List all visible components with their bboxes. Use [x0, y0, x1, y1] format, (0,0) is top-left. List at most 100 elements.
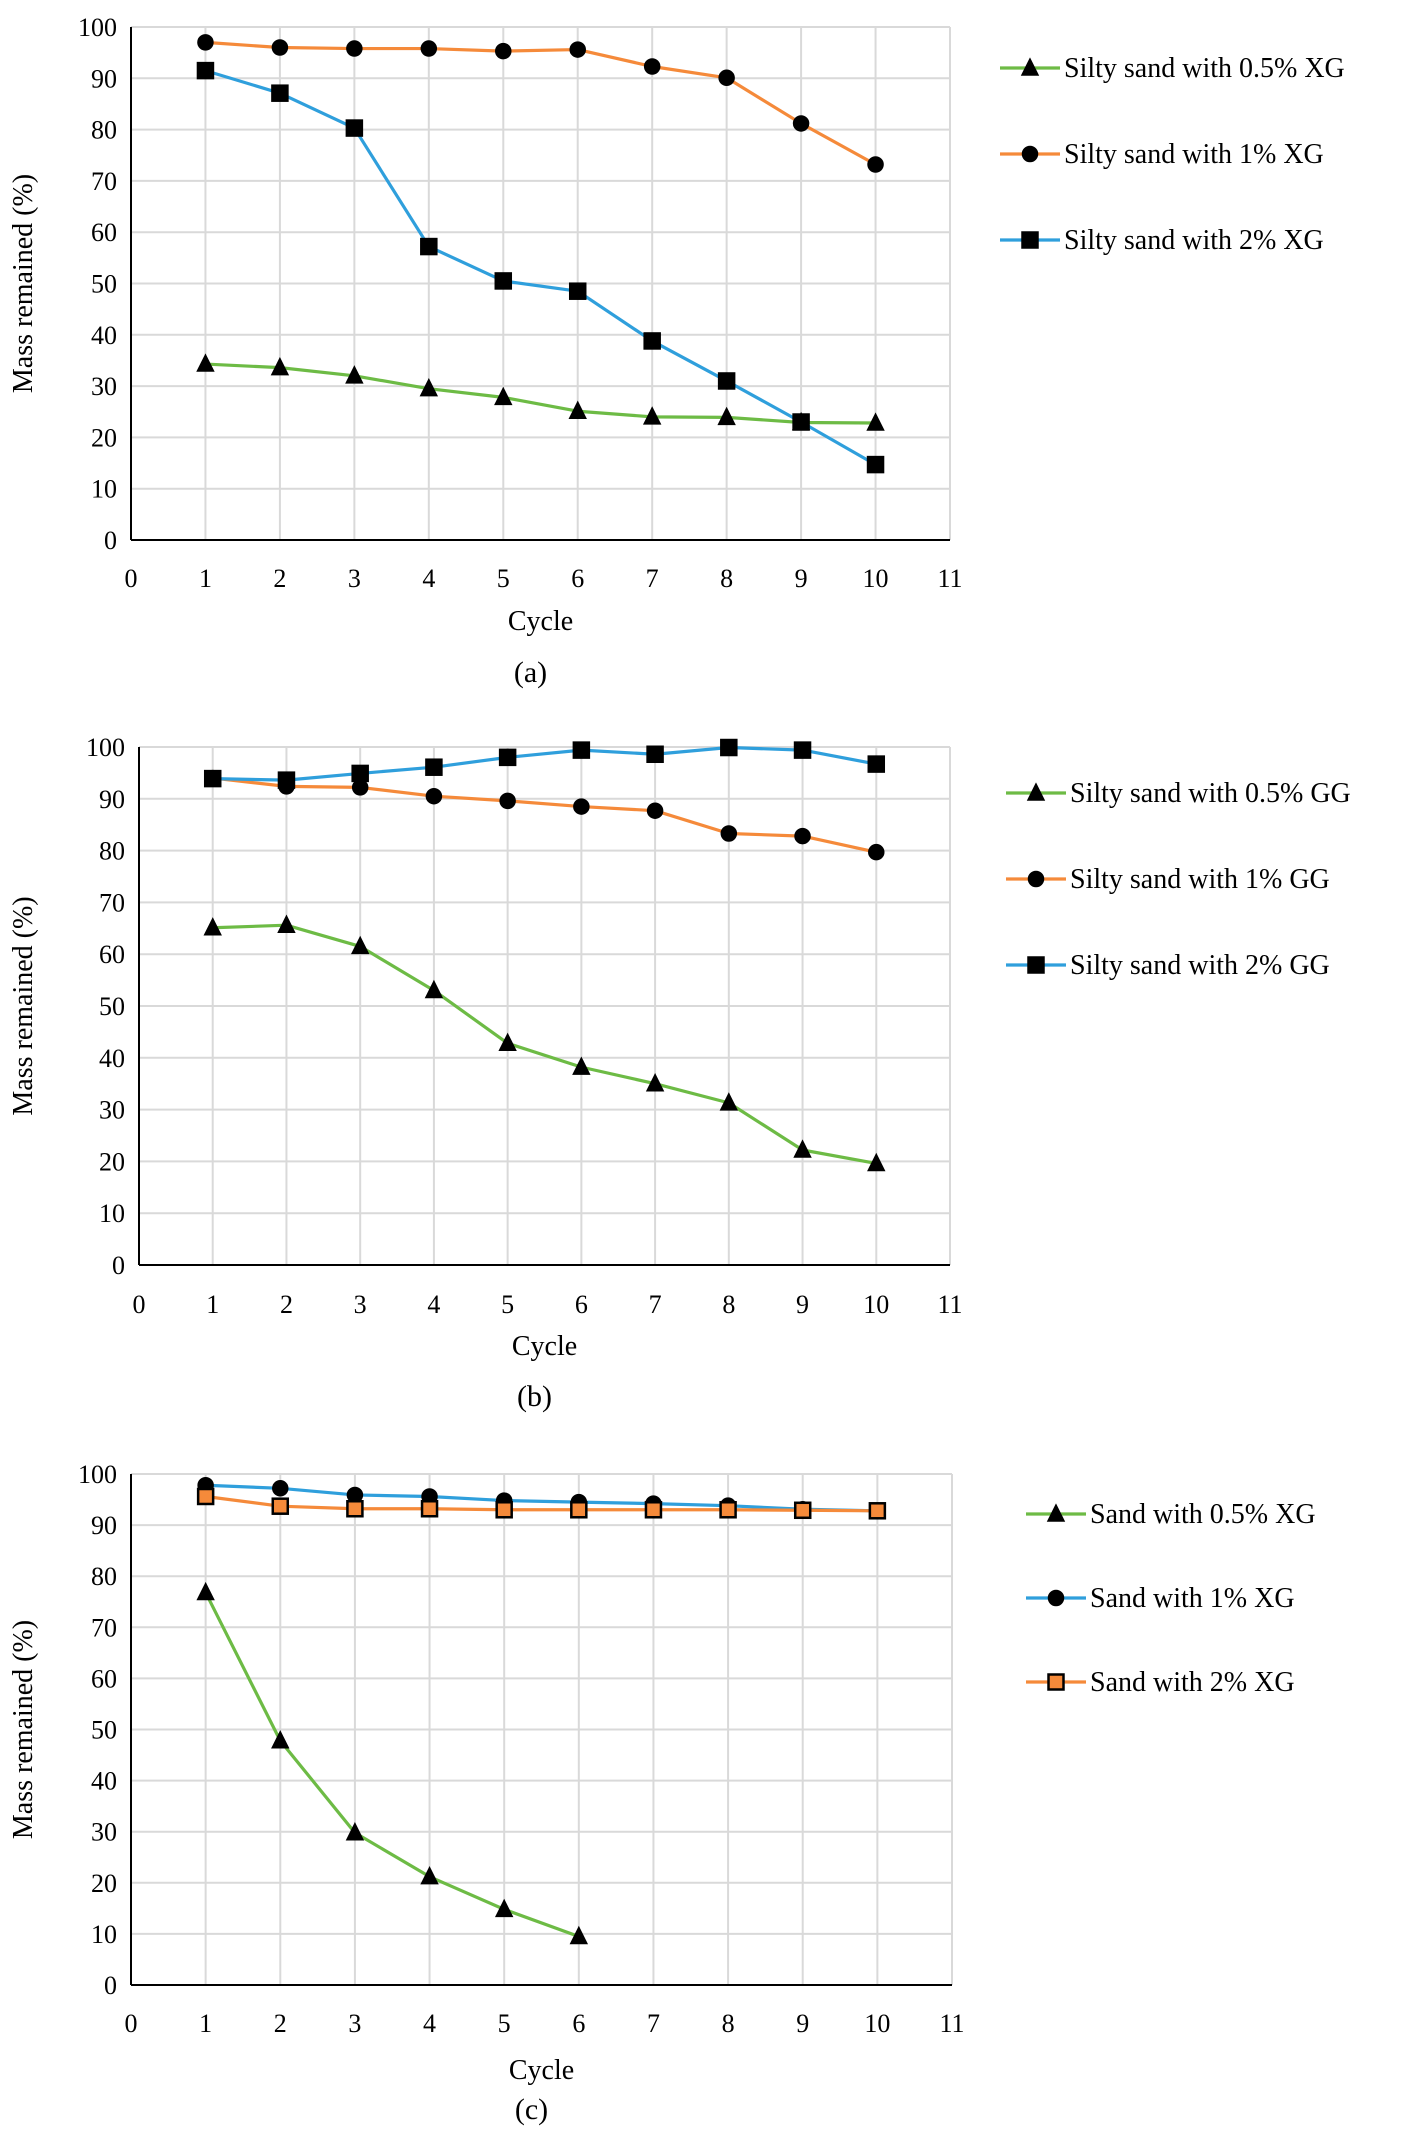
x-tick-label: 6	[572, 2009, 585, 2038]
legend-marker	[1027, 870, 1045, 888]
data-point	[196, 61, 215, 80]
data-point	[867, 755, 886, 773]
series-a-1	[197, 34, 884, 173]
legend-item: Sand with 2% XG	[1026, 1667, 1295, 1698]
y-tick-label: 100	[78, 1460, 117, 1489]
data-point	[572, 741, 591, 759]
data-point	[494, 386, 513, 406]
y-tick-label: 60	[99, 940, 125, 969]
legend-item: Silty sand with 0.5% GG	[1006, 778, 1351, 809]
data-point	[419, 377, 439, 397]
series-line	[212, 745, 877, 782]
x-tick-label: 6	[575, 1290, 588, 1319]
x-tick-label: 0	[125, 564, 138, 593]
y-axis-title-b: Mass remained (%)	[8, 896, 39, 1115]
legend-label: Sand with 1% XG	[1090, 1583, 1295, 1614]
series-c-2	[196, 1487, 887, 1520]
y-tick-label: 80	[99, 837, 125, 866]
legend-marker	[1026, 782, 1046, 801]
y-tick-label: 10	[99, 1199, 125, 1228]
y-tick-label: 40	[99, 1044, 125, 1073]
legend-a: Silty sand with 0.5% XG Silty sand with 1…	[1000, 53, 1345, 256]
series-line	[212, 923, 877, 1166]
tick-labels-a: 0 1 2 3 4 5 6 7 8 9 10 11 0 10 20 30 40 50 60 70 80 90 100	[78, 13, 963, 593]
y-tick-label: 60	[91, 218, 117, 247]
x-tick-label: 7	[646, 564, 659, 593]
data-point	[569, 41, 586, 58]
tick-labels-c: 0 1 2 3 4 5 6 7 8 9 10 11 0 10 20 30 40 50 60 70 80 90 100	[78, 1460, 965, 2038]
y-tick-label: 50	[99, 992, 125, 1021]
data-point	[345, 365, 364, 384]
x-tick-label: 9	[796, 2009, 809, 2038]
data-point	[196, 1487, 215, 1506]
data-point	[203, 769, 222, 788]
data-point	[646, 745, 664, 764]
y-tick-label: 40	[91, 1767, 117, 1796]
x-tick-label: 3	[348, 564, 361, 593]
data-point	[271, 39, 289, 56]
legend-marker	[1047, 1673, 1065, 1691]
data-point	[568, 400, 587, 419]
data-point	[499, 792, 516, 810]
x-tick-label: 11	[937, 564, 962, 593]
data-point	[867, 156, 884, 173]
legend-item: Silty sand with 0.5% XG	[1000, 53, 1345, 84]
legend-item: Sand with 1% XG	[1026, 1583, 1295, 1614]
chart-panel-b: 0 1 2 3 4 5 6 7 8 9 10 11 0 10 20 30 40 50 60 70 80 90 100 Cycl…	[8, 733, 1351, 1413]
y-tick-label: 100	[86, 733, 125, 762]
y-tick-label: 80	[91, 1562, 117, 1591]
series-line	[212, 776, 877, 854]
y-tick-label: 40	[91, 321, 117, 350]
data-point	[572, 1056, 591, 1075]
x-tick-label: 4	[422, 564, 435, 593]
y-tick-label: 30	[91, 1818, 117, 1847]
data-point	[424, 979, 444, 999]
legend-c: Sand with 0.5% XG Sand with 1% XG Sand wit…	[1026, 1499, 1316, 1698]
data-point	[717, 406, 736, 426]
data-point	[494, 272, 513, 290]
legend-label: Sand with 0.5% XG	[1090, 1499, 1316, 1530]
x-tick-label: 10	[864, 2009, 890, 2038]
x-tick-label: 0	[133, 1290, 146, 1319]
series-line	[204, 69, 877, 466]
x-tick-label: 7	[647, 2009, 660, 2038]
y-tick-label: 10	[91, 1920, 117, 1949]
data-point	[346, 40, 363, 57]
data-point	[644, 1501, 663, 1519]
data-point	[270, 356, 290, 376]
y-tick-label: 20	[99, 1147, 125, 1176]
data-point	[720, 825, 738, 842]
legend-label: Silty sand with 0.5% XG	[1064, 53, 1345, 84]
x-tick-label: 8	[720, 564, 733, 593]
series-line	[205, 1494, 878, 1513]
data-point	[196, 353, 215, 372]
y-tick-label: 10	[91, 475, 117, 504]
data-point	[868, 1502, 887, 1520]
data-point	[498, 1032, 517, 1052]
y-tick-label: 70	[91, 1613, 117, 1642]
legend-label: Sand with 2% XG	[1090, 1667, 1295, 1698]
data-point	[346, 1499, 364, 1518]
x-tick-label: 5	[498, 2009, 511, 2038]
y-tick-label: 90	[91, 64, 117, 93]
x-tick-label: 3	[348, 2009, 361, 2038]
data-point	[420, 237, 438, 256]
legend-marker	[1021, 145, 1039, 163]
series-a-2	[196, 61, 885, 474]
y-tick-label: 70	[99, 888, 125, 917]
series-b-1	[204, 769, 885, 861]
data-point	[271, 1730, 290, 1749]
data-point	[495, 1501, 513, 1519]
y-tick-label: 0	[112, 1251, 125, 1280]
data-point	[719, 1501, 737, 1519]
series-c-0	[196, 1581, 589, 1945]
y-tick-label: 90	[99, 785, 125, 814]
legend-item: Sand with 0.5% XG	[1026, 1499, 1316, 1530]
y-tick-label: 30	[91, 372, 117, 401]
x-axis-title-b: Cycle	[512, 1331, 577, 1362]
x-axis-title-c: Cycle	[509, 2055, 574, 2086]
data-point	[570, 1501, 588, 1519]
panel-caption-a: (a)	[514, 656, 547, 689]
data-point	[425, 787, 443, 805]
